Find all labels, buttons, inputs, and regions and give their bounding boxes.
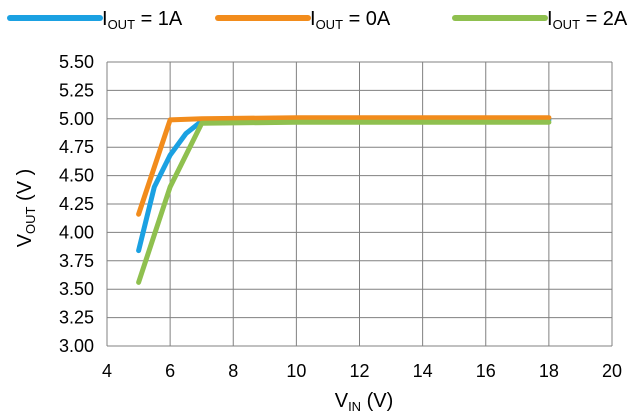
y-tick-label: 3.50 xyxy=(59,279,94,299)
x-tick-label: 4 xyxy=(102,361,112,381)
legend-label-0: IOUT = 1A xyxy=(102,8,183,32)
x-tick-labels: 4 6 8 10 12 14 16 18 20 xyxy=(102,361,622,381)
legend-label-main: I xyxy=(102,8,108,30)
series-line-1 xyxy=(136,115,552,217)
grid xyxy=(106,61,613,347)
legend-label-sub: OUT xyxy=(553,17,581,32)
legend-label-main: I xyxy=(310,8,316,30)
legend-label-rest: = 1A xyxy=(135,8,183,30)
x-tick-label: 18 xyxy=(539,361,559,381)
y-tick-label: 5.25 xyxy=(59,80,94,100)
y-tick-label: 4.50 xyxy=(59,166,94,186)
y-axis-title-sub: OUT xyxy=(23,206,38,234)
x-tick-label: 10 xyxy=(286,361,306,381)
y-axis-title-main: V xyxy=(14,233,36,247)
y-tick-label: 3.00 xyxy=(59,336,94,356)
legend-label-sub: OUT xyxy=(316,17,344,32)
y-axis-title: VOUT (V ) xyxy=(14,169,38,248)
x-axis-title-unit: (V) xyxy=(361,390,393,412)
legend-label-rest: = 2A xyxy=(580,8,628,30)
legend-label-rest: = 0A xyxy=(343,8,391,30)
x-tick-label: 16 xyxy=(476,361,496,381)
x-axis-title-sub: IN xyxy=(348,399,361,414)
y-tick-label: 4.00 xyxy=(59,222,94,242)
y-tick-label: 5.50 xyxy=(59,52,94,72)
y-tick-label: 3.25 xyxy=(59,308,94,328)
legend-label-sub: OUT xyxy=(108,17,136,32)
x-axis-title: VIN (V) xyxy=(335,390,394,414)
x-tick-label: 8 xyxy=(228,361,238,381)
series-lines xyxy=(136,115,552,285)
legend-label-2: IOUT = 2A xyxy=(547,8,628,32)
x-tick-label: 20 xyxy=(602,361,622,381)
y-axis-title-unit: (V ) xyxy=(14,169,36,207)
y-tick-labels: 3.00 3.25 3.50 3.75 4.00 4.25 4.50 4.75 5.00 5.25… xyxy=(59,52,94,356)
legend-label-main: I xyxy=(547,8,553,30)
x-tick-label: 6 xyxy=(165,361,175,381)
legend: IOUT = 1A IOUT = 0A IOUT = 2A xyxy=(7,8,628,32)
series-line-0 xyxy=(136,117,552,254)
x-axis-title-main: V xyxy=(335,390,349,412)
series-line-2 xyxy=(136,119,552,285)
y-tick-label: 4.75 xyxy=(59,137,94,157)
legend-label-1: IOUT = 0A xyxy=(310,8,391,32)
y-tick-label: 4.25 xyxy=(59,194,94,214)
x-tick-label: 14 xyxy=(413,361,433,381)
y-tick-label: 3.75 xyxy=(59,251,94,271)
y-tick-label: 5.00 xyxy=(59,109,94,129)
x-tick-label: 12 xyxy=(349,361,369,381)
